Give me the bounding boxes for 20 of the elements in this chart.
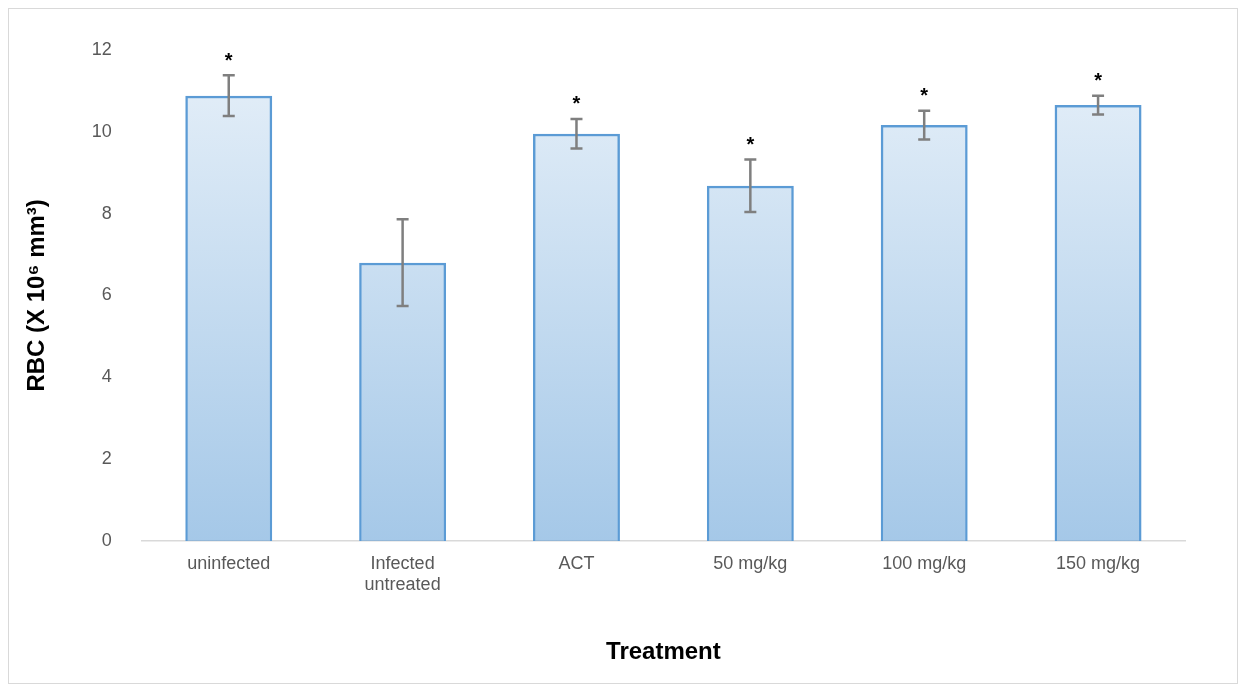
y-tick-label: 8 — [101, 202, 112, 223]
y-tick-label: 10 — [91, 120, 112, 141]
annotation: * — [224, 48, 233, 71]
x-axis-title: Treatment — [606, 637, 721, 665]
y-tick-label: 6 — [101, 284, 112, 305]
y-axis-title: RBC (X 10⁶ mm³) — [22, 199, 50, 392]
annotation: * — [920, 84, 929, 107]
x-tick-label: 150 mg/kg — [1056, 552, 1141, 573]
y-tick-label: 2 — [101, 448, 112, 469]
x-tick-label: uninfected — [187, 552, 271, 573]
x-tick-label: Infected untreated — [364, 552, 441, 595]
x-tick-label: ACT — [558, 552, 595, 573]
y-tick-label: 12 — [91, 38, 112, 59]
y-tick-label: 0 — [101, 529, 112, 550]
x-tick-label: 100 mg/kg — [882, 552, 967, 573]
annotation: * — [572, 92, 581, 115]
annotation: * — [746, 133, 755, 156]
annotation: * — [1094, 69, 1103, 92]
y-tick-label: 4 — [101, 366, 112, 387]
x-tick-label: 50 mg/kg — [713, 552, 788, 573]
